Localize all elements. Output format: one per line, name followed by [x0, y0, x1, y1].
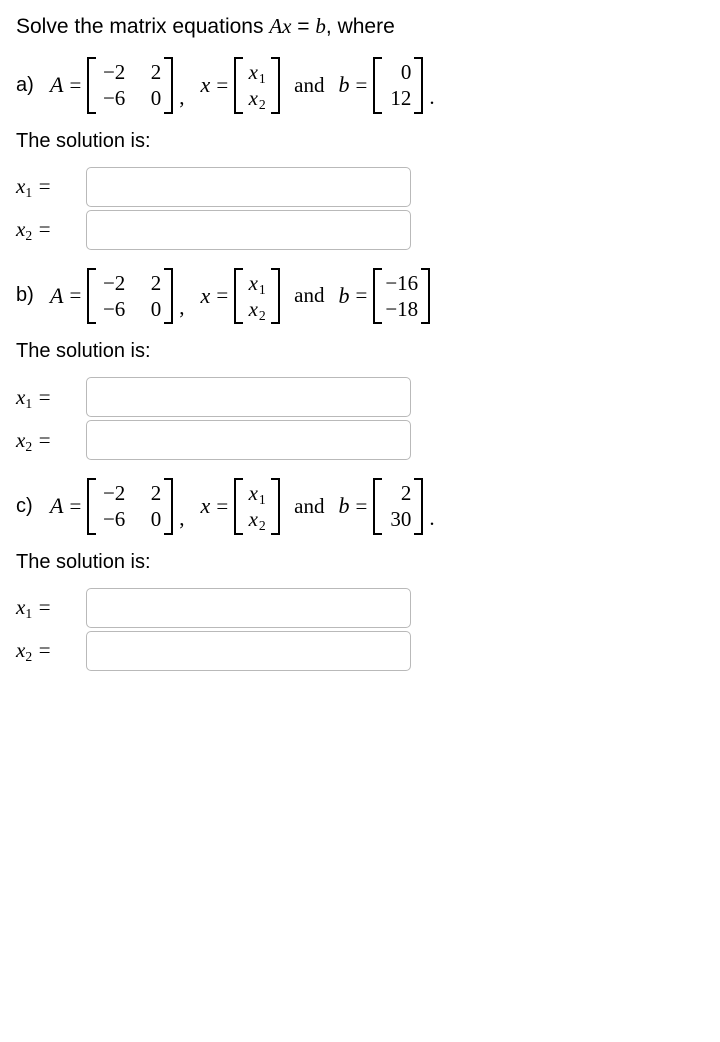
matrix-x-b: x1 x2	[234, 268, 280, 325]
intro-post: , where	[326, 15, 395, 38]
intro-text: Solve the matrix equations Ax = b, where	[16, 14, 704, 39]
intro-Ax: Ax	[269, 14, 291, 38]
matrix-b-b: −16 −18	[373, 268, 430, 325]
matrix-A-c: −22 −60	[87, 478, 173, 535]
solution-label-a: The solution is:	[16, 130, 704, 153]
input-a-x2[interactable]	[86, 210, 411, 250]
label-a: a)	[16, 74, 44, 97]
answer-row-a-x1: x1 =	[16, 167, 704, 207]
label-b: b)	[16, 284, 44, 307]
matrix-A-b: −22 −60	[87, 268, 173, 325]
problem-c: c) A = −22 −60 , x = x1 x2 and b =	[16, 478, 704, 535]
matrix-b-c: 2 30	[373, 478, 423, 535]
matrix-A-a: −22 −60	[87, 57, 173, 114]
answer-row-a-x2: x2 =	[16, 210, 704, 250]
problem-b: b) A = −22 −60 , x = x1 x2 and b =	[16, 268, 704, 325]
and-word: and	[294, 73, 324, 98]
intro-b: b	[315, 14, 326, 38]
var-x: x	[201, 72, 211, 98]
solution-label-c: The solution is:	[16, 551, 704, 574]
input-b-x2[interactable]	[86, 420, 411, 460]
matrix-b-a: 0 12	[373, 57, 423, 114]
input-a-x1[interactable]	[86, 167, 411, 207]
intro-eq: =	[291, 15, 315, 38]
answer-row-b-x1: x1 =	[16, 377, 704, 417]
comma: ,	[179, 85, 184, 114]
matrix-x-a: x1 x2	[234, 57, 280, 114]
var-b: b	[338, 72, 349, 98]
problem-a: a) A = −22 −60 , x = x1 x2 and b =	[16, 57, 704, 114]
period: .	[429, 85, 434, 114]
input-b-x1[interactable]	[86, 377, 411, 417]
eq-sign: =	[69, 73, 81, 98]
var-A: A	[50, 72, 63, 98]
matrix-x-c: x1 x2	[234, 478, 280, 535]
input-c-x2[interactable]	[86, 631, 411, 671]
label-c: c)	[16, 495, 44, 518]
input-c-x1[interactable]	[86, 588, 411, 628]
answer-row-c-x1: x1 =	[16, 588, 704, 628]
answer-row-b-x2: x2 =	[16, 420, 704, 460]
intro-pre: Solve the matrix equations	[16, 15, 269, 38]
answer-row-c-x2: x2 =	[16, 631, 704, 671]
solution-label-b: The solution is:	[16, 340, 704, 363]
